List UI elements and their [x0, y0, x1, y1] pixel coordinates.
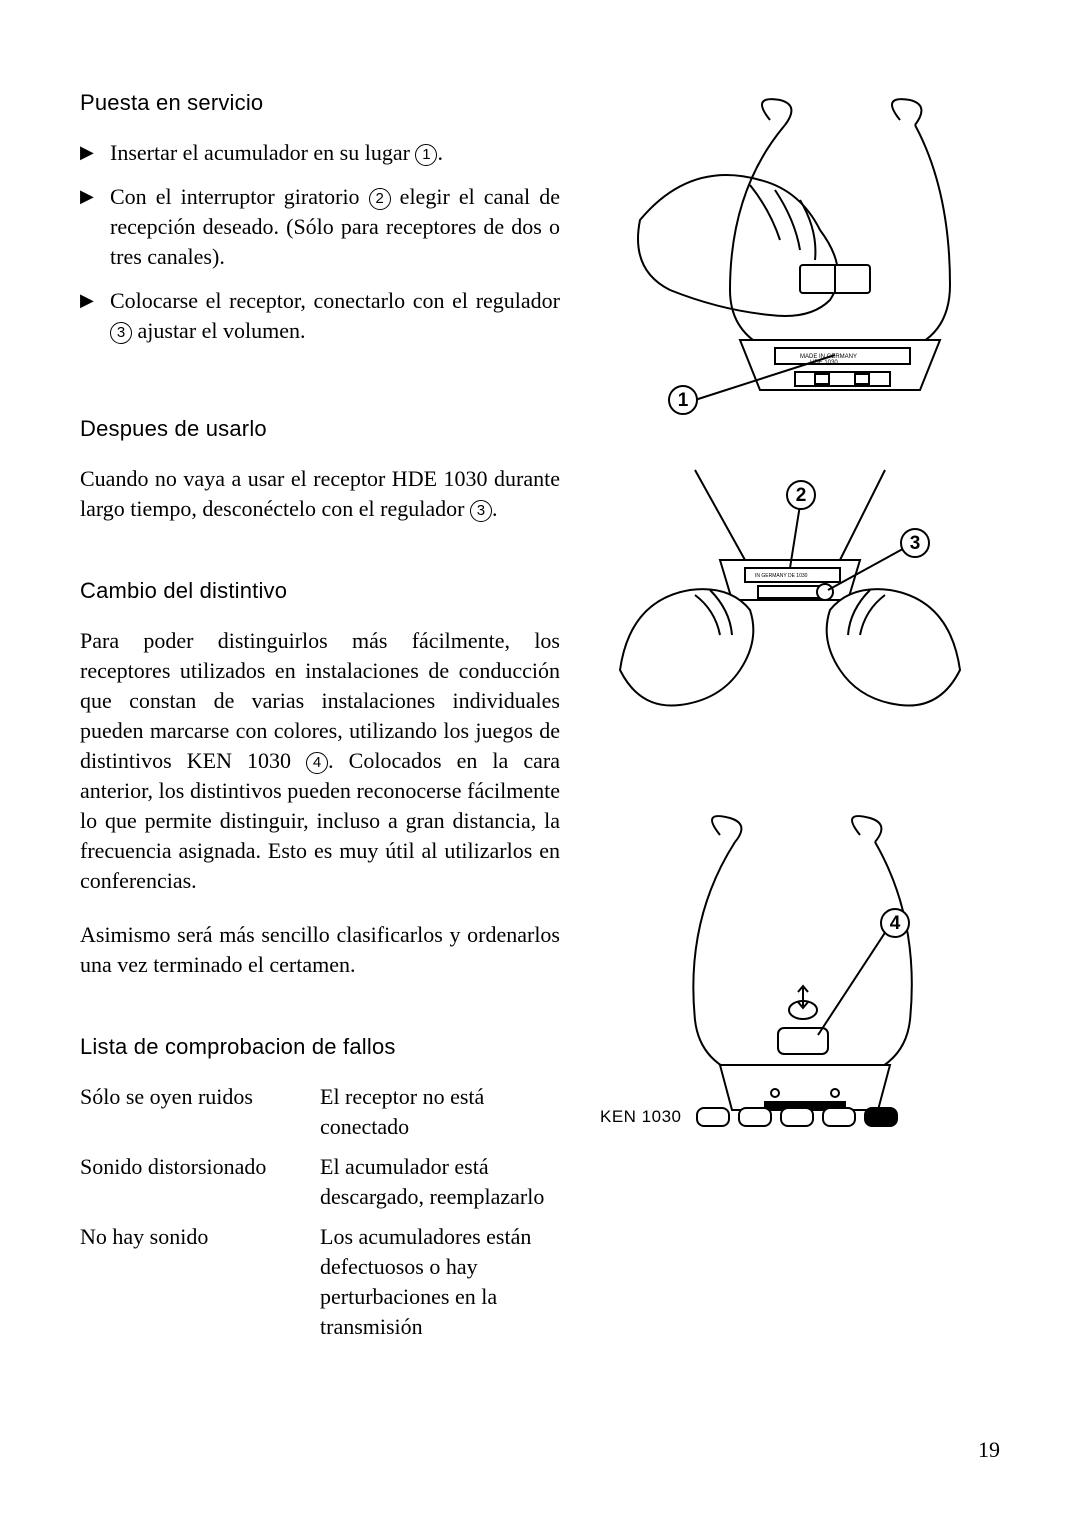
ken-chip: [696, 1107, 730, 1127]
cause-cell: El receptor no está conectado: [320, 1082, 560, 1142]
bullet-triangle-icon: ▶: [80, 138, 110, 166]
circled-3: 3: [110, 322, 132, 344]
bullet-item: Colocarse el receptor, conectarlo con el…: [110, 286, 560, 346]
figure-1: MADE IN GERMANY HDE 1030 1: [600, 90, 970, 420]
ken-chips: [696, 1107, 898, 1127]
circled-3: 3: [470, 500, 492, 522]
troubleshoot-table: Sólo se oyen ruidos El receptor no está …: [80, 1082, 560, 1342]
bullet-list: ▶ Insertar el acumulador en su lugar 1. …: [80, 138, 560, 346]
illustration-svg: MADE IN GERMANY HDE 1030: [600, 90, 970, 420]
callout-1: 1: [668, 385, 698, 415]
symptom-cell: Sonido distorsionado: [80, 1152, 320, 1212]
bullet-triangle-icon: ▶: [80, 182, 110, 210]
cause-cell: El acumulador está descargado, reemplaza…: [320, 1152, 560, 1212]
paragraph: Asimismo será más sencillo clasificarlos…: [80, 920, 560, 980]
callout-3: 3: [900, 528, 930, 558]
section-title-2: Despues de usarlo: [80, 416, 560, 442]
paragraph: Cuando no vaya a usar el receptor HDE 10…: [80, 464, 560, 524]
figure-column: MADE IN GERMANY HDE 1030 1: [600, 90, 990, 1342]
device-label: HDE 1030: [810, 360, 838, 366]
callout-2: 2: [786, 480, 816, 510]
bullet-item: Con el interruptor giratorio 2 elegir el…: [110, 182, 560, 272]
bullet-triangle-icon: ▶: [80, 286, 110, 314]
figure-2: IN GERMANY DE 1030 2 3: [600, 460, 970, 770]
ken-chip: [822, 1107, 856, 1127]
cause-cell: Los acumuladores están defectuosos o hay…: [320, 1222, 560, 1342]
figure-3: 4: [600, 810, 970, 1140]
circled-2: 2: [369, 188, 391, 210]
ken-chip: [864, 1107, 898, 1127]
text-column: Puesta en servicio ▶ Insertar el acumula…: [80, 90, 560, 1342]
circled-4: 4: [306, 752, 328, 774]
callout-4: 4: [880, 908, 910, 938]
section-title-4: Lista de comprobacion de fallos: [80, 1034, 560, 1060]
ken-legend: KEN 1030: [600, 1107, 898, 1127]
section-title-3: Cambio del distintivo: [80, 578, 560, 604]
ken-chip: [780, 1107, 814, 1127]
bullet-item: Insertar el acumulador en su lugar 1.: [110, 138, 443, 168]
symptom-cell: No hay sonido: [80, 1222, 320, 1342]
illustration-svg: IN GERMANY DE 1030: [600, 460, 970, 770]
symptom-cell: Sólo se oyen ruidos: [80, 1082, 320, 1142]
ken-chip: [738, 1107, 772, 1127]
page-number: 19: [978, 1437, 1000, 1463]
paragraph: Para poder distinguirlos más fácilmente,…: [80, 626, 560, 896]
device-label: IN GERMANY DE 1030: [755, 573, 808, 579]
ken-label: KEN 1030: [600, 1107, 682, 1127]
illustration-svg: [600, 810, 970, 1140]
circled-1: 1: [415, 144, 437, 166]
section-title-1: Puesta en servicio: [80, 90, 560, 116]
